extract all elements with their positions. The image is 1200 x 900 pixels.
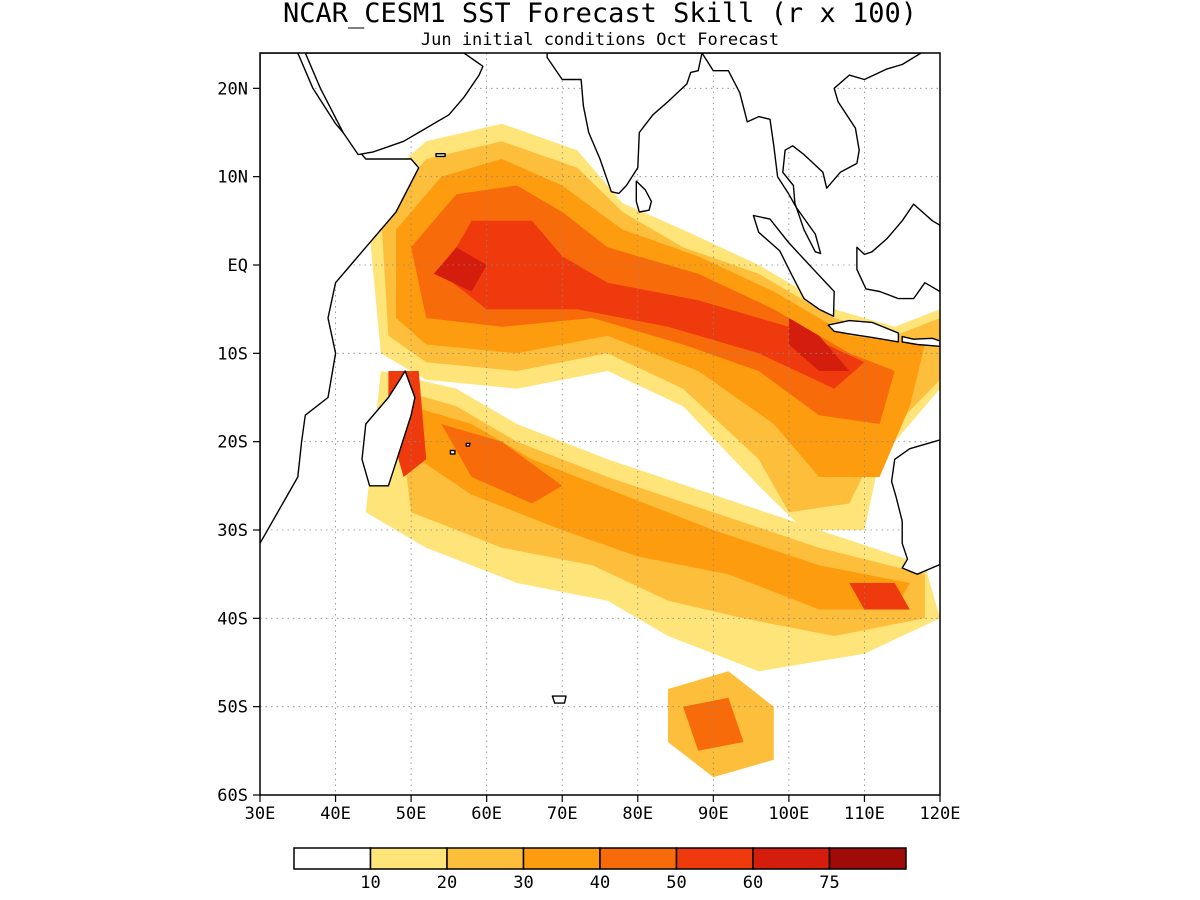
lon-tick-label: 60E (471, 804, 502, 824)
colorbar-swatch (369, 847, 448, 870)
skill-region-north-ind-high (441, 220, 865, 389)
land-mauritius (465, 442, 471, 447)
map-area (259, 52, 941, 796)
colorbar-label: 40 (590, 873, 610, 893)
land-lesser-sunda (901, 335, 940, 347)
lat-tick-label: EQ (228, 256, 248, 276)
lon-tick-label: 50E (396, 804, 427, 824)
coastlines (260, 53, 940, 704)
colorbar-label: 50 (666, 873, 686, 893)
lon-tick-label: 120E (920, 804, 961, 824)
figure-title: NCAR_CESM1 SST Forecast Skill (r x 100) (283, 0, 917, 29)
land-sumatra (752, 214, 835, 317)
land-madagascar (361, 370, 416, 487)
land-myanmar-indochina (701, 53, 922, 255)
colorbar-swatch (293, 847, 372, 870)
lon-tick-label: 100E (768, 804, 809, 824)
colorbar-swatch (599, 847, 678, 870)
map-frame (259, 52, 941, 796)
lat-tick-label: 30S (217, 521, 248, 541)
lat-tick-label: 40S (217, 609, 248, 629)
land-arabia (304, 53, 484, 156)
colorbar: 10 20 30 40 50 60 75 (293, 847, 907, 893)
skill-region-sw-band-3 (411, 406, 910, 610)
land-reunion (449, 449, 456, 455)
land-africa (260, 53, 420, 544)
lat-tick-label: 50S (217, 698, 248, 718)
land-india (546, 53, 703, 195)
lat-tick-label: 10N (217, 168, 248, 188)
lon-tick-label: 70E (547, 804, 578, 824)
lon-tick-label: 80E (622, 804, 653, 824)
lon-tick-label: 40E (320, 804, 351, 824)
lat-tick-label: 20S (217, 433, 248, 453)
lon-tick-label: 110E (844, 804, 885, 824)
colorbar-swatch (446, 847, 525, 870)
colorbar-label: 75 (819, 873, 839, 893)
land-kerguelen (551, 695, 567, 704)
skill-region-sw-band-4 (441, 424, 563, 504)
land-socotra (435, 152, 446, 158)
skill-region-east-peak (788, 318, 850, 371)
skill-region-west-eq-peak (433, 247, 487, 292)
figure-subtitle: Jun initial conditions Oct Forecast (421, 30, 779, 50)
colorbar-label: 60 (743, 873, 763, 893)
latitude-axis: 20N 10N EQ 10S 20S 30S 40S 50S 60S (217, 79, 260, 806)
land-java (827, 319, 900, 343)
colorbar-swatch (828, 847, 907, 870)
lat-tick-label: 60S (217, 786, 248, 806)
colorbar-swatch (522, 847, 601, 870)
skill-region-far-east-s (849, 583, 910, 610)
land-australia (890, 439, 940, 575)
lat-tick-label: 20N (217, 79, 248, 99)
colorbar-label: 10 (360, 873, 380, 893)
skill-field (365, 123, 940, 778)
colorbar-swatch (752, 847, 831, 870)
longitude-axis: 30E 40E 50E 60E 70E 80E 90E 100E 110E 120E (245, 795, 961, 824)
lon-tick-label: 90E (698, 804, 729, 824)
land-sri-lanka (635, 180, 653, 213)
colorbar-swatch (675, 847, 754, 870)
colorbar-label: 30 (513, 873, 533, 893)
lon-tick-label: 30E (245, 804, 276, 824)
lat-tick-label: 10S (217, 344, 248, 364)
land-borneo (856, 203, 940, 300)
colorbar-label: 20 (437, 873, 457, 893)
